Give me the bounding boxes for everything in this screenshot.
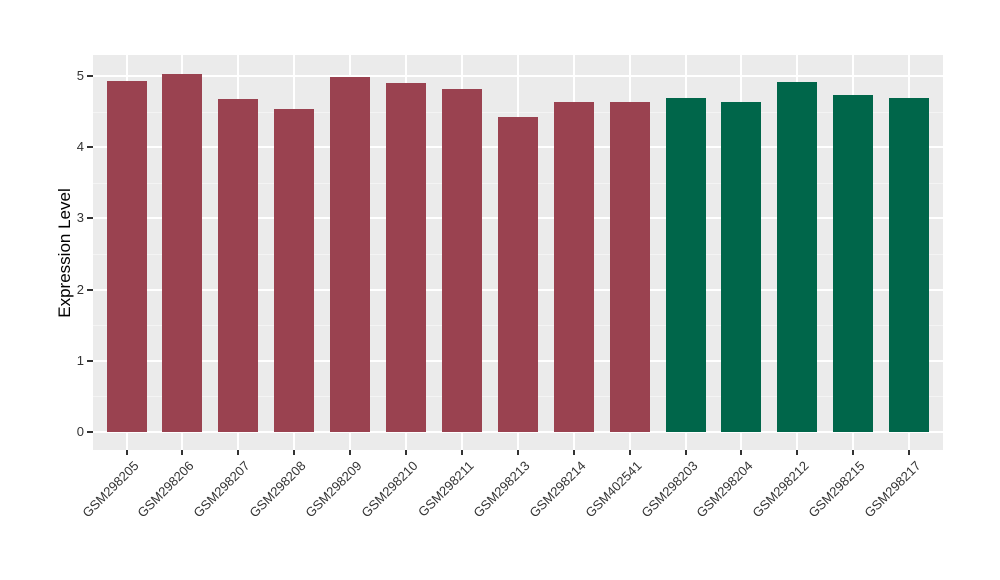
bar — [386, 83, 427, 432]
y-tick-mark — [87, 359, 93, 362]
y-tick-label: 0 — [76, 424, 84, 439]
x-tick-mark — [516, 450, 519, 455]
y-tick-label: 5 — [76, 68, 84, 83]
x-tick-mark — [628, 450, 631, 455]
x-tick-label: GSM298207 — [190, 458, 253, 521]
x-tick-mark — [293, 450, 296, 455]
bar — [218, 99, 259, 432]
x-tick-label: GSM298212 — [749, 458, 812, 521]
y-tick-mark — [87, 217, 93, 220]
x-tick-mark — [684, 450, 687, 455]
bar — [721, 101, 762, 432]
x-tick-mark — [796, 450, 799, 455]
y-tick-mark — [87, 431, 93, 433]
x-tick-mark — [740, 450, 743, 455]
y-tick-mark — [87, 75, 93, 77]
plot-panel — [93, 55, 943, 450]
bar — [106, 80, 147, 432]
bar — [609, 101, 650, 432]
x-tick-mark — [572, 450, 575, 455]
x-tick-mark — [237, 450, 240, 455]
bar — [777, 81, 818, 432]
bar — [441, 88, 482, 432]
y-tick-label: 2 — [76, 281, 84, 297]
x-tick-label: GSM298209 — [302, 458, 365, 521]
x-tick-mark — [349, 450, 352, 455]
x-tick-label: GSM298206 — [134, 458, 198, 521]
bar — [330, 77, 371, 432]
y-axis-title: Expression Level — [55, 188, 74, 318]
bar — [553, 102, 594, 432]
x-tick-label: GSM298214 — [526, 458, 589, 521]
x-tick-label: GSM298205 — [78, 458, 142, 521]
bar — [665, 98, 706, 432]
x-tick-mark — [125, 450, 128, 455]
bar — [497, 117, 538, 432]
x-tick-mark — [181, 450, 184, 455]
x-tick-label: GSM298203 — [637, 458, 701, 521]
y-tick-mark — [87, 146, 93, 149]
x-tick-mark — [405, 450, 408, 455]
y-tick-label: 1 — [76, 352, 84, 368]
y-tick-label: 3 — [76, 210, 84, 226]
x-tick-label: GSM298215 — [805, 458, 868, 521]
bar — [274, 109, 315, 432]
x-tick-label: GSM402541 — [582, 458, 645, 521]
y-tick-label: 4 — [76, 139, 84, 155]
x-tick-mark — [460, 450, 463, 455]
x-tick-label: GSM298204 — [693, 458, 757, 521]
x-tick-label: GSM298213 — [470, 458, 533, 521]
x-tick-mark — [852, 450, 855, 455]
bar — [162, 73, 203, 432]
x-tick-label: GSM298217 — [861, 458, 924, 521]
y-tick-mark — [87, 288, 93, 291]
x-tick-mark — [908, 450, 911, 455]
x-tick-label: GSM298208 — [246, 458, 309, 521]
x-tick-label: GSM298210 — [358, 458, 421, 521]
bar — [889, 98, 930, 432]
x-tick-label: GSM298211 — [415, 458, 477, 520]
bar — [833, 95, 874, 432]
